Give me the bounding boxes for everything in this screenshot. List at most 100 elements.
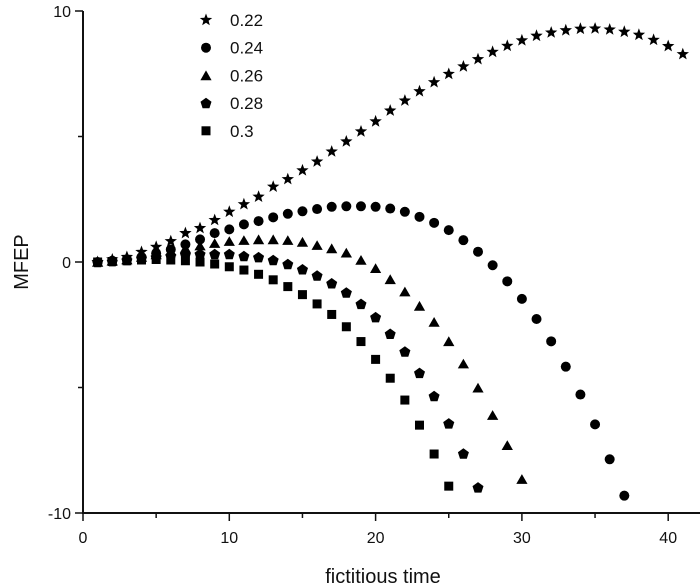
- x-tick-label: 0: [79, 530, 88, 547]
- triangle-point: [282, 235, 294, 245]
- pentagon-point: [414, 367, 425, 379]
- pentagon-point: [472, 482, 484, 493]
- circle-point: [443, 225, 454, 236]
- triangle-point: [238, 235, 250, 245]
- circle-point: [590, 419, 601, 430]
- square-point: [210, 259, 220, 269]
- triangle-point: [179, 243, 191, 253]
- triangle-point: [223, 236, 235, 246]
- star-point: [676, 47, 689, 60]
- circle-point: [429, 217, 440, 228]
- square-point: [414, 420, 424, 430]
- circle-point: [414, 211, 425, 222]
- star-point: [574, 22, 587, 35]
- y-tick-label: 0: [62, 255, 71, 272]
- star-point: [340, 135, 353, 147]
- square-point: [341, 322, 351, 332]
- square-point: [400, 395, 410, 405]
- circle-point: [370, 201, 381, 212]
- circle-point: [253, 216, 264, 227]
- circle-point: [195, 234, 206, 245]
- circle-point: [341, 201, 352, 212]
- pentagon-point: [340, 287, 352, 298]
- pentagon-point: [194, 248, 206, 260]
- star-point: [369, 114, 382, 127]
- star-point: [310, 155, 324, 167]
- triangle-point: [209, 238, 221, 248]
- circle-point: [502, 276, 513, 287]
- square-point: [444, 481, 454, 491]
- star-point: [501, 39, 514, 52]
- triangle-point: [326, 243, 338, 254]
- y-tick-label: 10: [53, 4, 71, 21]
- pentagon-point: [370, 311, 382, 323]
- circle-point: [531, 313, 542, 324]
- pentagon-point: [253, 251, 265, 263]
- star-point: [179, 226, 192, 239]
- star-point: [223, 205, 236, 218]
- pentagon-point: [223, 248, 235, 260]
- x-tick-label: 40: [659, 530, 677, 547]
- legend-label: 0.26: [230, 66, 263, 85]
- star-point: [398, 94, 411, 106]
- axes: 0 10 20 30 40 -10 0 10: [48, 4, 700, 547]
- star-point: [208, 213, 221, 226]
- square-legend-icon: [201, 126, 211, 136]
- pentagon-point: [238, 250, 250, 262]
- star-point: [193, 221, 207, 234]
- star-point: [325, 145, 338, 157]
- square-point: [224, 262, 234, 272]
- legend: 0.22 0.24 0.26 0.28 0.3: [199, 11, 263, 141]
- pentagon-point: [399, 346, 411, 357]
- triangle-point: [311, 240, 323, 250]
- star-point: [164, 234, 177, 247]
- x-axis-label: fictitious time: [325, 566, 441, 587]
- square-point: [254, 269, 264, 279]
- triangle-point: [340, 247, 352, 258]
- square-point: [151, 254, 161, 264]
- pentagon-point: [355, 298, 367, 310]
- circle-point: [604, 454, 615, 465]
- circle-point: [282, 208, 293, 219]
- legend-item: 0.28: [200, 94, 263, 113]
- star-point: [354, 125, 368, 137]
- circle-point: [619, 490, 630, 501]
- legend-item: 0.22: [199, 11, 263, 30]
- pentagon-point: [311, 270, 323, 281]
- circle-legend-icon: [201, 42, 211, 53]
- triangle-point: [370, 263, 382, 273]
- pentagon-point: [457, 448, 469, 459]
- square-point: [385, 373, 395, 383]
- data-marks: [91, 22, 689, 501]
- star-point: [427, 75, 441, 88]
- star-point: [267, 180, 280, 192]
- star-legend-icon: [199, 13, 213, 26]
- circle-point: [546, 336, 557, 347]
- circle-point: [209, 228, 220, 239]
- circle-point: [297, 206, 308, 217]
- star-point: [632, 28, 646, 41]
- star-point: [545, 26, 558, 38]
- star-point: [150, 240, 163, 253]
- square-point: [312, 299, 322, 309]
- pentagon-point: [267, 254, 279, 266]
- star-point: [559, 23, 572, 36]
- circle-point: [487, 260, 498, 271]
- square-point: [195, 257, 205, 267]
- square-point: [122, 256, 132, 266]
- star-point: [281, 172, 294, 185]
- star-point: [647, 33, 660, 46]
- pentagon-point: [443, 418, 455, 429]
- x-tick-label: 10: [220, 530, 238, 547]
- triangle-point: [457, 358, 469, 369]
- legend-label: 0.22: [230, 11, 263, 30]
- pentagon-point: [282, 258, 294, 270]
- triangle-point: [413, 300, 426, 311]
- star-point: [603, 23, 616, 35]
- circle-point: [516, 293, 527, 304]
- pentagon-point: [428, 390, 440, 402]
- triangle-point: [428, 317, 440, 327]
- circle-point: [399, 206, 410, 217]
- triangle-legend-icon: [200, 70, 212, 81]
